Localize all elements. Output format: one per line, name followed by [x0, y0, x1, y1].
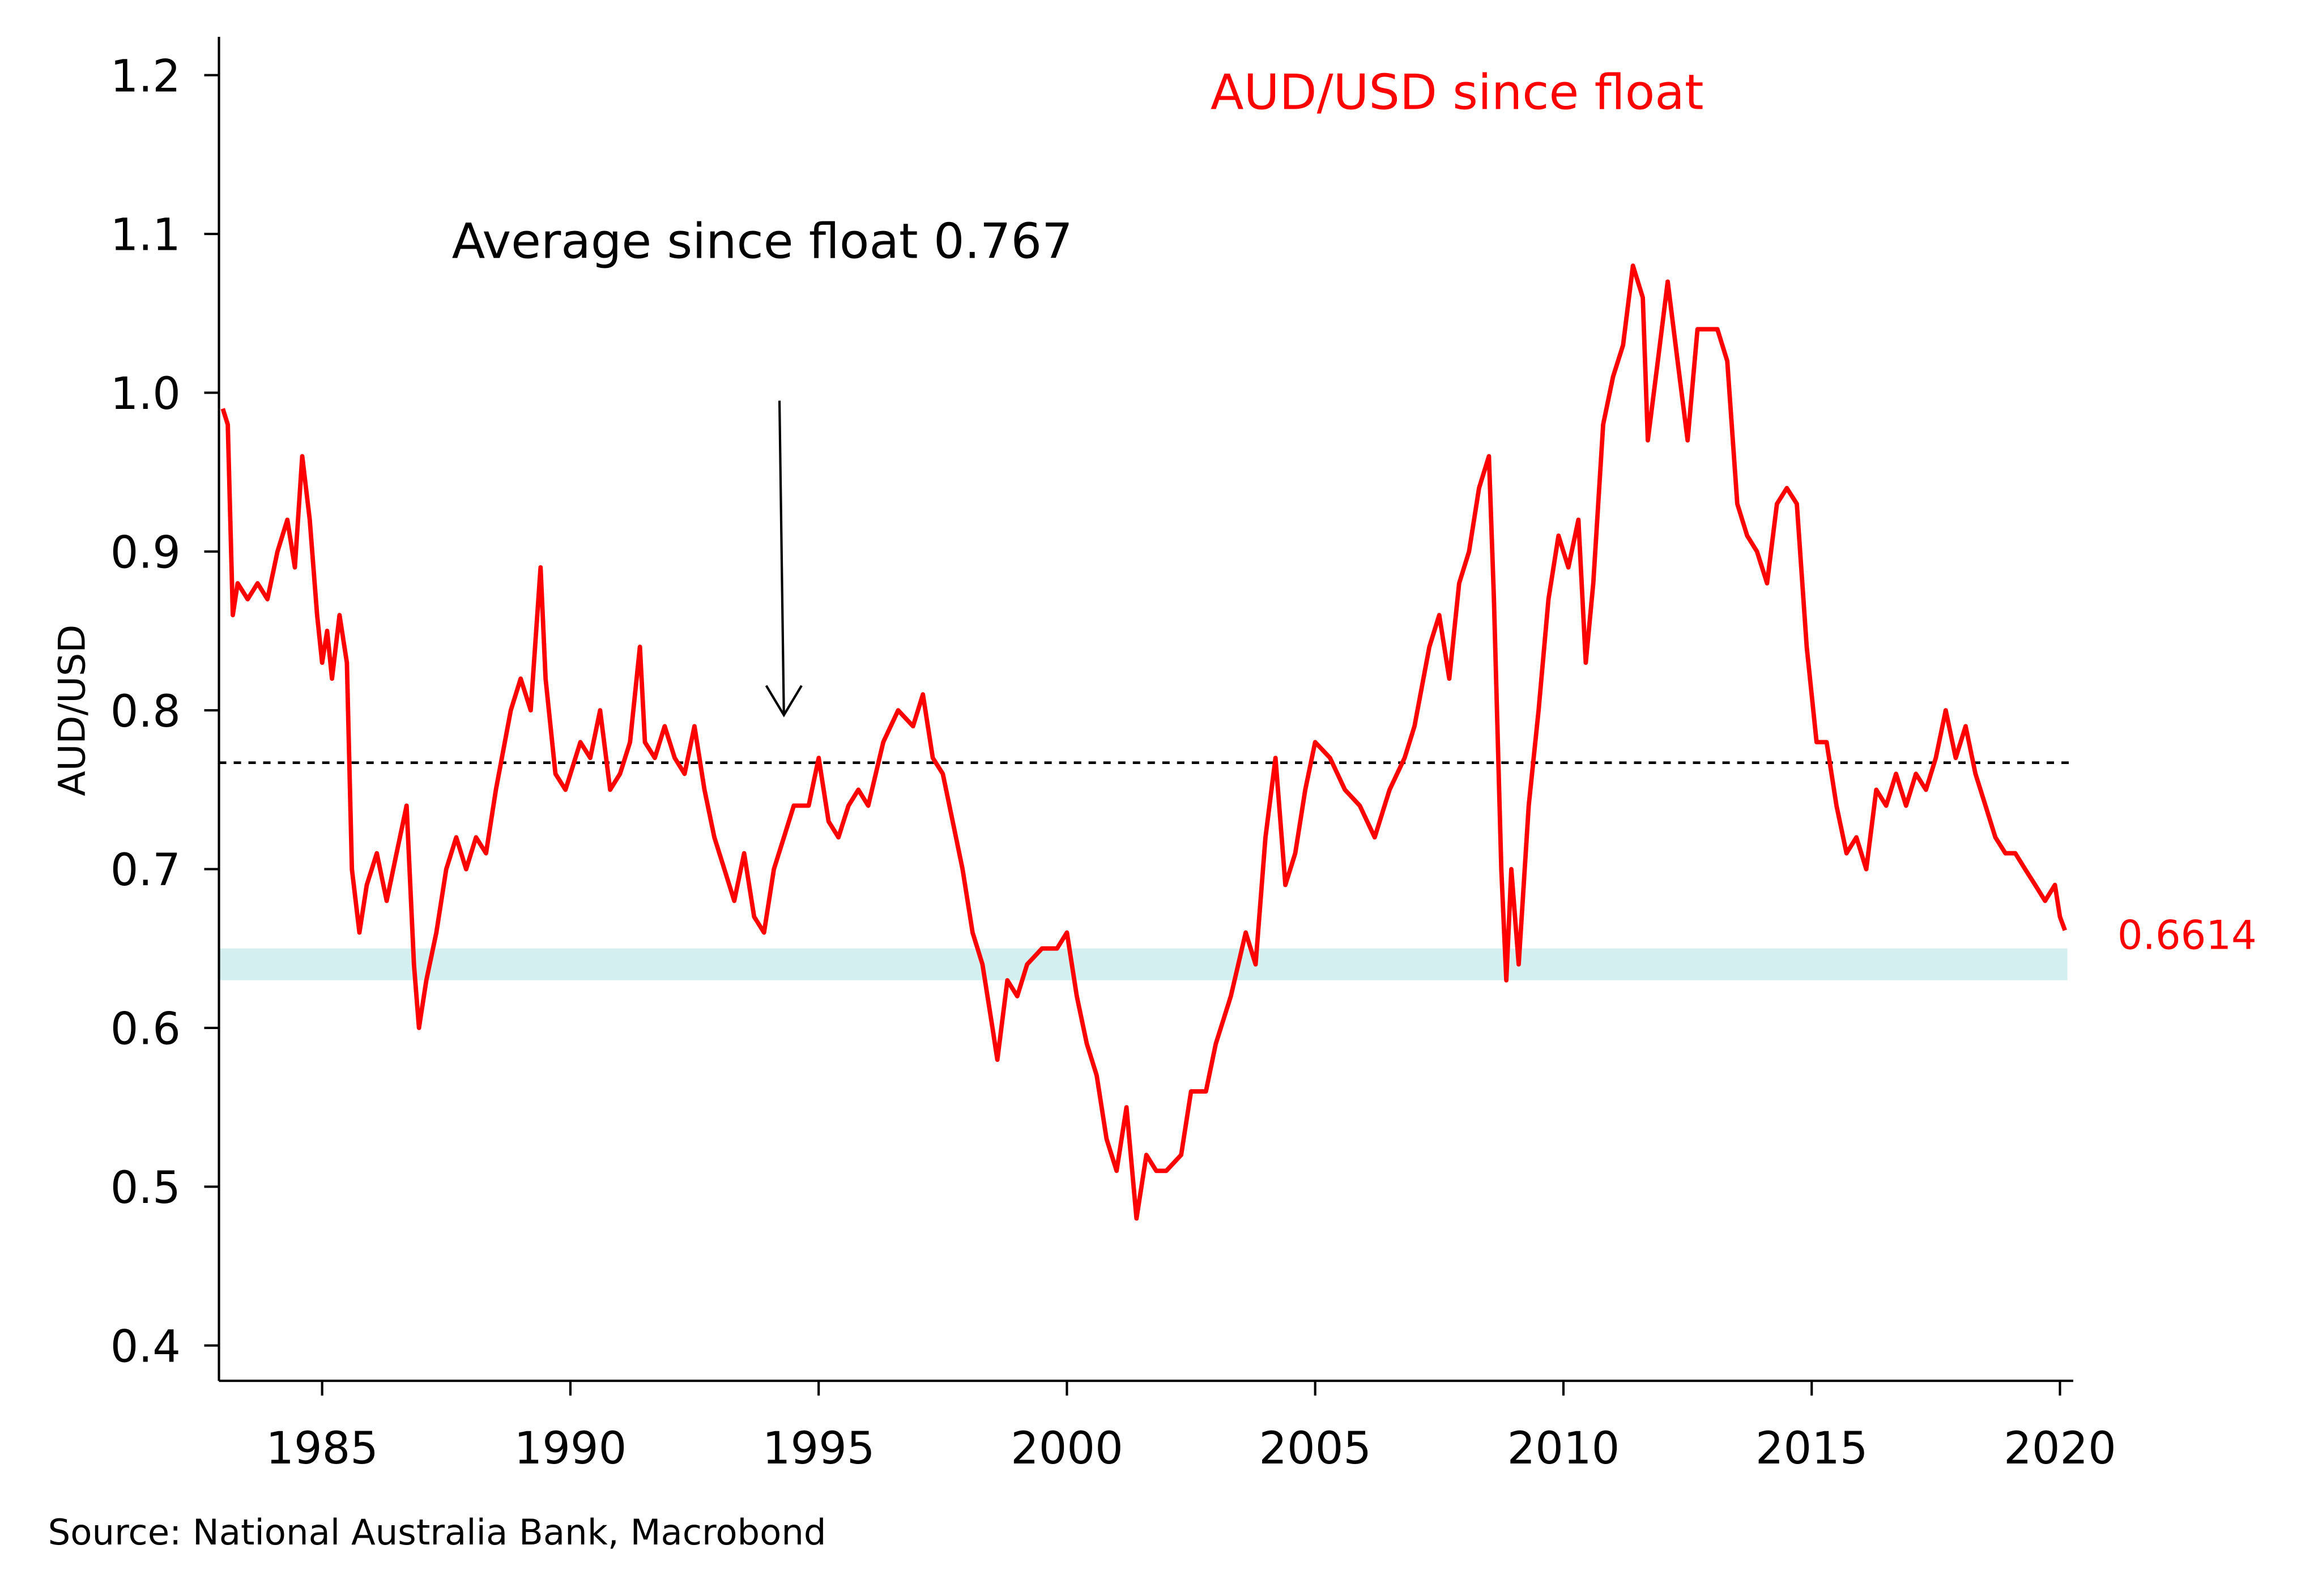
y-tick-label: 1.2: [110, 51, 181, 102]
source-note: Source: National Australia Bank, Macrobo…: [48, 1512, 826, 1553]
arrow-head-icon: [765, 685, 803, 718]
x-axis-ticks: 1985 1990 1995 2000 2005 2010 2015 2020: [266, 1381, 2116, 1474]
x-tick-label: 2005: [1259, 1423, 1371, 1474]
x-tick-label: 1985: [266, 1423, 378, 1474]
x-tick-label: 1990: [514, 1423, 627, 1474]
average-annotation: Average since float 0.767: [452, 213, 1073, 270]
y-tick-label: 0.5: [110, 1163, 181, 1214]
y-tick-label: 0.7: [110, 845, 181, 896]
y-tick-label: 0.6: [110, 1004, 181, 1055]
y-tick-label: 1.1: [110, 210, 181, 261]
series-line-aud-usd: [220, 263, 2067, 1221]
y-axis-ticks: 0.4 0.5 0.6 0.7 0.8 0.9 1.0 1.1 1.2: [110, 51, 219, 1372]
y-tick-label: 0.8: [110, 686, 181, 737]
arrow-shaft: [778, 400, 785, 715]
band: [219, 948, 2068, 980]
last-value-label: 0.6614: [2117, 912, 2257, 959]
x-tick-label: 2015: [1755, 1423, 1868, 1474]
x-tick-label: 2000: [1011, 1423, 1123, 1474]
y-tick-label: 0.9: [110, 527, 181, 578]
x-tick-label: 2020: [2004, 1423, 2116, 1474]
chart-title: AUD/USD since float: [1211, 65, 1704, 121]
x-tick-label: 2010: [1507, 1423, 1620, 1474]
y-tick-label: 1.0: [110, 369, 181, 420]
y-tick-label: 0.4: [110, 1321, 181, 1372]
x-tick-label: 1995: [762, 1423, 875, 1474]
y-axis-label: AUD/USD: [52, 625, 94, 796]
